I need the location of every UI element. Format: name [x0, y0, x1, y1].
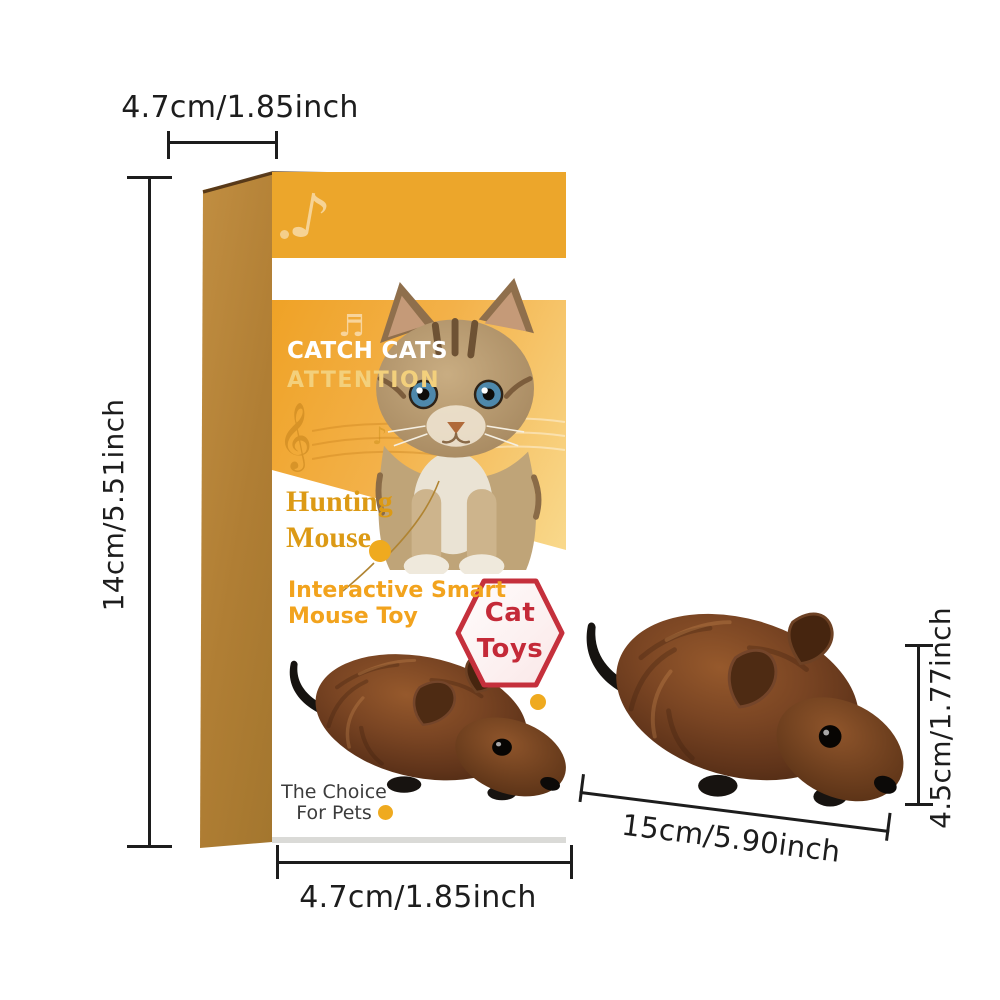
dimension-tick — [127, 845, 172, 848]
product-name-line1: Hunting — [286, 485, 393, 518]
cat-toys-badge: Cat Toys — [455, 576, 565, 690]
accent-dot — [369, 540, 391, 562]
dimension-tick — [570, 845, 573, 879]
dimension-tick — [905, 644, 933, 647]
dimension-line — [148, 177, 151, 847]
attention-label: ATTENTION — [287, 368, 441, 393]
music-note-icon: ♪ — [372, 422, 388, 450]
subtitle: Interactive Smart Mouse Toy — [288, 578, 506, 630]
accent-dot — [378, 805, 393, 820]
box-side-panel — [200, 173, 272, 848]
dimension-line — [277, 861, 572, 864]
tagline: The Choice For Pets — [274, 782, 394, 824]
bottom-width-label: 4.7cm/1.85inch — [299, 880, 537, 915]
dimension-tick — [127, 176, 172, 179]
subtitle-line1: Interactive Smart — [288, 578, 506, 603]
music-note-icon: ♬ — [338, 309, 365, 344]
badge-text-cat: Cat — [484, 598, 536, 628]
box-bottom-edge — [272, 837, 566, 843]
dimension-tick — [905, 803, 933, 806]
subtitle-line2: Mouse Toy — [288, 604, 418, 629]
top-width-label: 4.7cm/1.85inch — [121, 90, 359, 125]
accent-dot — [530, 694, 546, 710]
dimension-tick — [275, 131, 278, 159]
dimension-line — [917, 646, 920, 806]
badge-text-toys: Toys — [476, 634, 544, 664]
headline: CATCH CATS — [287, 338, 448, 364]
dimension-line — [168, 141, 277, 144]
box-front-panel: ♪ ♬ ♪ ♫ 𝄞 ♪ — [272, 172, 566, 843]
dimension-tick — [167, 131, 170, 159]
tagline-line2: For Pets — [296, 802, 372, 824]
music-dot-icon — [280, 230, 289, 239]
dimension-tick — [276, 845, 279, 879]
tagline-line1: The Choice — [281, 781, 387, 803]
treble-clef-icon: 𝄞 — [278, 401, 313, 469]
badge-hexagon-icon — [455, 578, 565, 688]
dimension-tick — [885, 812, 892, 841]
mouse-height-label: 4.5cm/1.77inch — [924, 607, 957, 829]
box-height-label: 14cm/5.51inch — [97, 398, 130, 612]
box-top-band — [272, 172, 566, 258]
